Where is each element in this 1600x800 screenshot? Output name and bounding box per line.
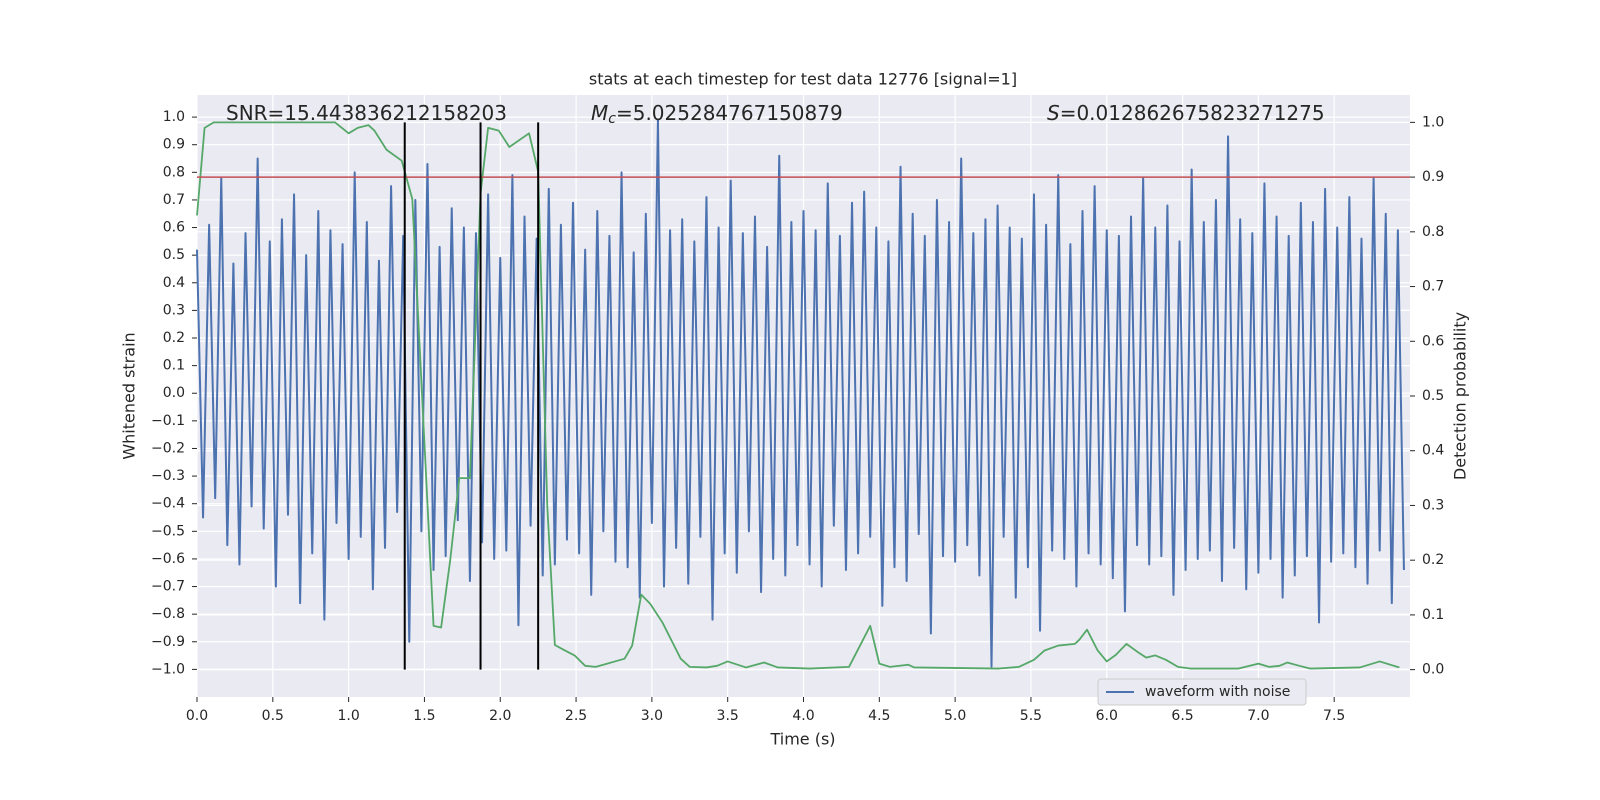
x-tick-label: 0.0 (186, 708, 208, 724)
y-tick-label: −0.2 (151, 440, 185, 456)
annotation: S=0.012862675823271275 (1047, 101, 1325, 125)
legend-box (1097, 678, 1307, 706)
y2-axis-label: Detection probability (1451, 312, 1470, 480)
legend: waveform with noise (1097, 678, 1307, 706)
x-tick-label: 2.5 (565, 708, 587, 724)
y-tick-label: 0.7 (163, 192, 185, 208)
y2-tick-label: 1.0 (1422, 114, 1444, 130)
y-tick-label: −0.5 (151, 523, 185, 539)
annotation-subscript: c (608, 111, 616, 127)
x-axis-label: Time (s) (769, 730, 835, 749)
y2-tick-label: 0.4 (1422, 443, 1444, 459)
annotation-text: =5.025284767150879 (616, 101, 843, 125)
y-tick-label: −0.4 (151, 496, 185, 512)
y-tick-label: 0.5 (163, 247, 185, 263)
annotation: Mc=5.025284767150879 (591, 101, 843, 128)
y-tick-label: 0.9 (163, 137, 185, 153)
x-tick-label: 5.0 (944, 708, 966, 724)
annotation-symbol: M (591, 101, 608, 125)
x-tick-label: 1.0 (337, 708, 359, 724)
y-tick-label: 0.2 (163, 330, 185, 346)
y-tick-label: 0.6 (163, 220, 185, 236)
x-tick-label: 4.5 (868, 708, 890, 724)
y-tick-label: −0.3 (151, 468, 185, 484)
y-tick-label: 0.4 (163, 275, 185, 291)
y2-tick-label: 0.8 (1422, 224, 1444, 240)
y-tick-label: 1.0 (163, 109, 185, 125)
x-tick-label: 6.5 (1171, 708, 1193, 724)
y2-tick-label: 0.1 (1422, 607, 1444, 623)
annotation-symbol: S (1047, 101, 1060, 125)
y-tick-label: 0.3 (163, 302, 185, 318)
y-tick-label: −0.9 (151, 634, 185, 650)
y2-tick-label: 0.9 (1422, 169, 1444, 185)
x-tick-label: 1.5 (413, 708, 435, 724)
y2-tick-label: 0.6 (1422, 333, 1444, 349)
y-tick-label: 0.1 (163, 358, 185, 374)
y2-tick-label: 0.2 (1422, 552, 1444, 568)
y-tick-label: −0.8 (151, 606, 185, 622)
y-tick-label: −1.0 (151, 661, 185, 677)
x-tick-label: 6.0 (1096, 708, 1118, 724)
x-tick-label: 3.0 (641, 708, 663, 724)
y2-tick-label: 0.5 (1422, 388, 1444, 404)
y-tick-label: −0.1 (151, 413, 185, 429)
y-tick-label: 0.0 (163, 385, 185, 401)
y-tick-label: 0.8 (163, 164, 185, 180)
y2-tick-label: 0.3 (1422, 497, 1444, 513)
y-tick-label: −0.7 (151, 579, 185, 595)
annotation-text: =0.012862675823271275 (1060, 101, 1325, 125)
x-tick-label: 5.5 (1020, 708, 1042, 724)
x-tick-label: 7.0 (1247, 708, 1269, 724)
x-tick-label: 3.5 (717, 708, 739, 724)
legend-label: waveform with noise (1145, 684, 1290, 700)
annotation-text: SNR=15.443836212158203 (226, 101, 507, 125)
y2-tick-label: 0.0 (1422, 662, 1444, 678)
x-tick-label: 2.0 (489, 708, 511, 724)
x-tick-label: 7.5 (1323, 708, 1345, 724)
x-tick-label: 4.0 (792, 708, 814, 724)
annotation: SNR=15.443836212158203 (226, 101, 507, 125)
series-line (196, 118, 1405, 668)
x-tick-label: 0.5 (262, 708, 284, 724)
y-axis-label: Whitened strain (120, 332, 139, 459)
y2-tick-label: 0.7 (1422, 279, 1444, 295)
series-line (196, 121, 1400, 670)
y-tick-label: −0.6 (151, 551, 185, 567)
chart-title: stats at each timestep for test data 127… (589, 70, 1017, 89)
